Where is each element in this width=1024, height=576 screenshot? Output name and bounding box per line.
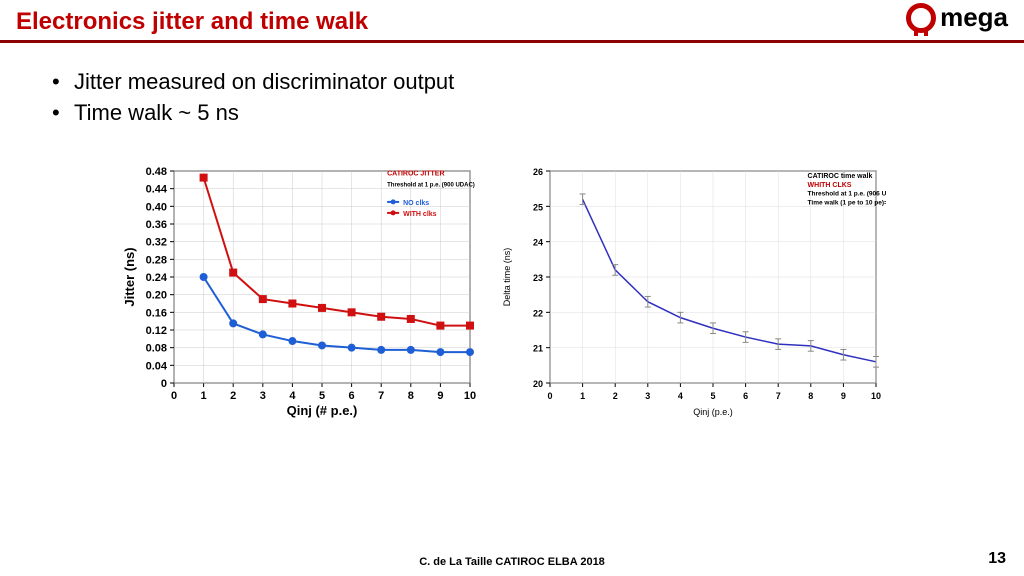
svg-text:Threshold at 1 p.e. (900 UDAC): Threshold at 1 p.e. (900 UDAC) xyxy=(387,182,475,188)
charts-row: 01234567891000.040.080.120.160.200.240.2… xyxy=(0,137,1024,421)
svg-text:0.32: 0.32 xyxy=(146,236,167,248)
svg-text:0: 0 xyxy=(547,391,552,401)
svg-text:21: 21 xyxy=(533,343,543,353)
omega-logo: mega xyxy=(906,2,1008,33)
svg-text:0: 0 xyxy=(161,378,167,390)
svg-text:10: 10 xyxy=(464,390,476,402)
svg-text:0.16: 0.16 xyxy=(146,307,167,319)
svg-text:4: 4 xyxy=(289,390,296,402)
svg-text:CATIROC JITTER: CATIROC JITTER xyxy=(387,170,444,177)
svg-text:0.36: 0.36 xyxy=(146,219,167,231)
slide-title: Electronics jitter and time walk xyxy=(16,8,1008,36)
svg-text:Delta time (ns): Delta time (ns) xyxy=(502,247,512,306)
svg-text:20: 20 xyxy=(533,379,543,389)
svg-text:24: 24 xyxy=(533,237,543,247)
slide-header: Electronics jitter and time walk mega xyxy=(0,0,1024,43)
svg-text:0.44: 0.44 xyxy=(146,183,168,195)
svg-text:9: 9 xyxy=(437,390,443,402)
svg-text:6: 6 xyxy=(349,390,355,402)
svg-text:3: 3 xyxy=(260,390,266,402)
bullet-item: Jitter measured on discriminator output xyxy=(56,67,976,98)
logo-text: mega xyxy=(940,2,1008,33)
page-number: 13 xyxy=(988,550,1006,568)
timewalk-chart: 01234567891020212223242526Qinj (p.e.)Del… xyxy=(496,161,886,421)
svg-text:1: 1 xyxy=(201,390,207,402)
svg-text:5: 5 xyxy=(319,390,325,402)
svg-text:Qinj (p.e.): Qinj (p.e.) xyxy=(693,407,733,417)
svg-text:0.24: 0.24 xyxy=(146,272,168,284)
svg-text:0.12: 0.12 xyxy=(146,325,167,337)
svg-text:0.04: 0.04 xyxy=(146,360,168,372)
svg-text:7: 7 xyxy=(776,391,781,401)
svg-text:NO clks: NO clks xyxy=(403,200,429,207)
svg-text:25: 25 xyxy=(533,202,543,212)
svg-text:3: 3 xyxy=(645,391,650,401)
svg-text:9: 9 xyxy=(841,391,846,401)
svg-text:5: 5 xyxy=(710,391,715,401)
svg-text:8: 8 xyxy=(408,390,414,402)
svg-text:WHITH CLKS: WHITH CLKS xyxy=(808,181,852,188)
svg-text:Threshold at 1 p.e. (906 UDAC): Threshold at 1 p.e. (906 UDAC) xyxy=(808,190,886,197)
svg-text:26: 26 xyxy=(533,167,543,177)
omega-icon xyxy=(906,3,936,33)
svg-text:7: 7 xyxy=(378,390,384,402)
svg-text:WITH clks: WITH clks xyxy=(403,211,437,218)
svg-text:Qinj (# p.e.): Qinj (# p.e.) xyxy=(287,403,358,418)
svg-text:6: 6 xyxy=(743,391,748,401)
svg-text:Time walk (1 pe to 10 pe)= 4.6: Time walk (1 pe to 10 pe)= 4.6 ns xyxy=(808,199,886,206)
svg-text:0.40: 0.40 xyxy=(146,201,167,213)
svg-text:0.20: 0.20 xyxy=(146,289,167,301)
svg-text:CATIROC time walk: CATIROC time walk xyxy=(808,173,873,180)
svg-text:2: 2 xyxy=(230,390,236,402)
bullet-item: Time walk ~ 5 ns xyxy=(56,98,976,129)
svg-text:2: 2 xyxy=(613,391,618,401)
jitter-chart: 0 1 2 3 4 5 6 7 8 9 10 0 0.04 0.08 0.12 0.16 0.20 0.24 0.2… xyxy=(120,161,480,421)
svg-text:4: 4 xyxy=(678,391,683,401)
svg-text:0.28: 0.28 xyxy=(146,254,167,266)
svg-text:23: 23 xyxy=(533,273,543,283)
svg-text:0.08: 0.08 xyxy=(146,342,167,354)
bullet-list: Jitter measured on discriminator outputT… xyxy=(0,43,1024,137)
svg-text:8: 8 xyxy=(808,391,813,401)
footer-text: C. de La Taille CATIROC ELBA 2018 xyxy=(0,556,1024,568)
svg-text:22: 22 xyxy=(533,308,543,318)
svg-text:0.48: 0.48 xyxy=(146,166,167,178)
svg-text:1: 1 xyxy=(580,391,585,401)
svg-text:Jitter (ns): Jitter (ns) xyxy=(122,247,137,306)
svg-text:10: 10 xyxy=(871,391,881,401)
svg-text:0: 0 xyxy=(171,390,177,402)
